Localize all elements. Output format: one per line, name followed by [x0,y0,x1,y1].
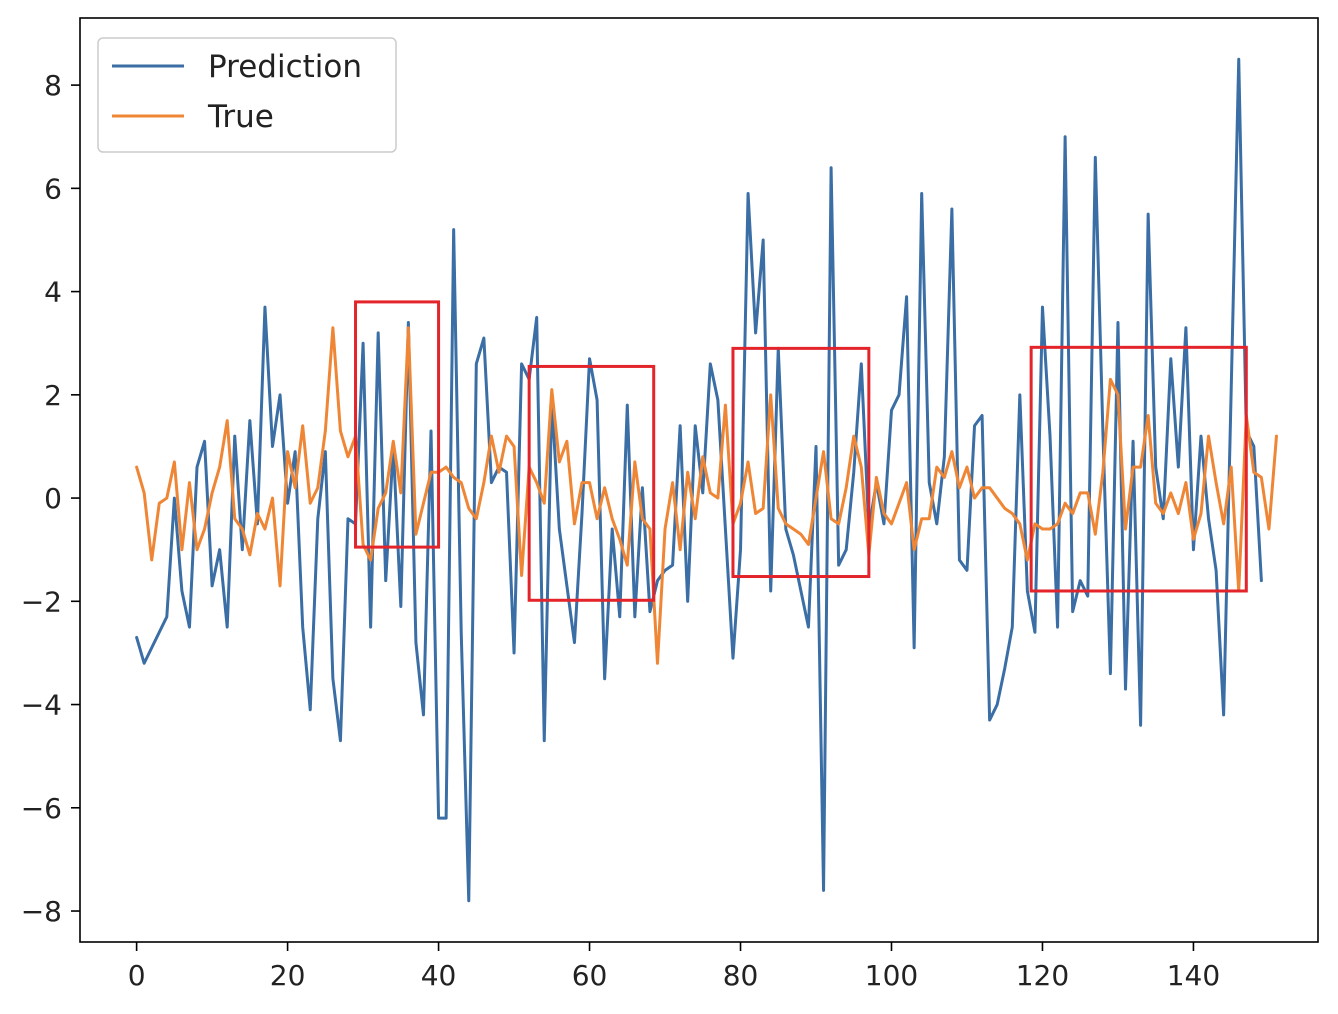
highlight-box-3 [731,346,871,579]
y-tick-label: 4 [44,276,62,309]
y-tick-label: −2 [21,585,62,618]
plot-area [135,57,1278,903]
y-tick-label: −4 [21,689,62,722]
legend-label-prediction: Prediction [208,49,362,85]
x-tick-label: 80 [723,959,759,992]
x-tick-label: 120 [1016,959,1069,992]
x-tick-label: 140 [1167,959,1220,992]
y-tick-label: −6 [21,792,62,825]
series-line-prediction [135,57,1263,903]
highlight-box-2 [527,364,656,602]
y-tick-label: 2 [44,379,62,412]
y-tick-label: 0 [44,482,62,515]
y-tick-label: 8 [44,69,62,102]
series-line-true [135,326,1278,665]
x-tick-label: 0 [128,959,146,992]
axes-frame [79,17,1319,943]
highlight-box-4 [1029,345,1248,593]
legend-label-true: True [207,99,274,135]
axes: 0 20 40 60 80 100 120 140 −8 −6 −4 −2 0 2 4 6 8 [21,17,1319,992]
x-tick-label: 20 [270,959,306,992]
x-tick-label: 40 [421,959,457,992]
y-tick-label: −8 [21,895,62,928]
y-tick-label: 6 [44,172,62,205]
x-tick-label: 60 [572,959,608,992]
legend: Prediction True [97,37,397,153]
x-tick-label: 100 [865,959,918,992]
highlight-box-1 [354,300,441,549]
